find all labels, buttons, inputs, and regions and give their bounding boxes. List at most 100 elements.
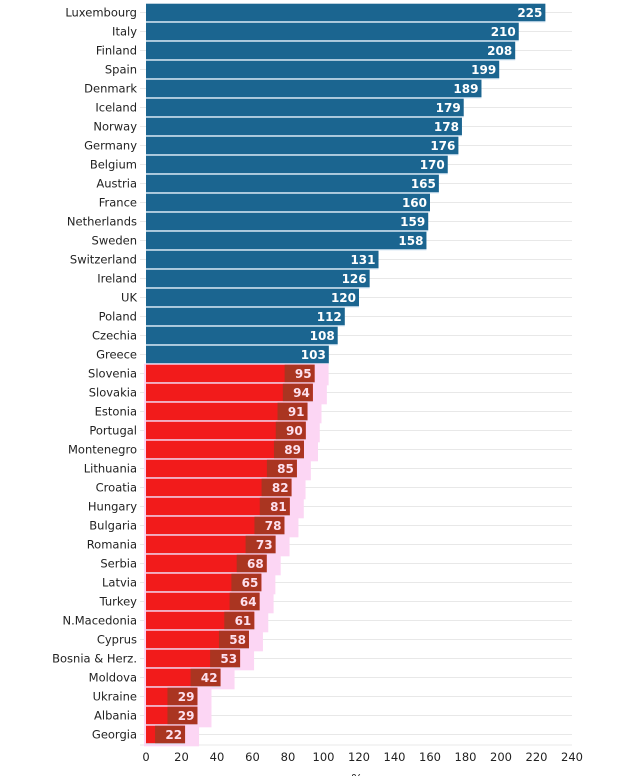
data-label: 178: [434, 120, 459, 134]
bar-label-bg: [261, 478, 292, 497]
category-label: Belgium: [90, 158, 137, 172]
bar-group: 95: [144, 363, 329, 386]
data-label: 90: [286, 424, 303, 438]
bar-group: 90: [144, 420, 320, 443]
category-label: Montenegro: [68, 443, 137, 457]
bar: [146, 554, 267, 573]
category-label: Croatia: [96, 481, 137, 495]
bar: [146, 440, 304, 459]
bar-group: 208: [146, 41, 516, 61]
category-label: Finland: [96, 44, 137, 58]
bar-group: 160: [146, 193, 430, 213]
bar: [146, 288, 359, 307]
category-label: N.Macedonia: [63, 614, 138, 628]
data-label: 42: [201, 671, 218, 685]
category-label: Latvia: [102, 576, 137, 590]
category-label: Ireland: [97, 272, 137, 286]
bar-group: 65: [144, 572, 276, 595]
category-label: Bulgaria: [89, 519, 137, 533]
bar-group: 64: [144, 591, 274, 614]
bar-group: 94: [144, 382, 327, 405]
bar-label-bg: [273, 440, 304, 459]
bar-group: 29: [144, 705, 212, 728]
bar: [146, 231, 427, 250]
bar: [146, 364, 315, 383]
bar-group: 170: [146, 155, 448, 175]
category-labels: Luxembourg Italy Finland Spain Denmark Icelan…: [52, 6, 137, 742]
bar-label-bg: [275, 421, 306, 440]
bar-group: 103: [146, 345, 329, 365]
bar: [146, 478, 292, 497]
bar-group: 165: [146, 174, 439, 194]
data-label: 189: [453, 82, 478, 96]
category-label: Italy: [112, 25, 137, 39]
category-label: Iceland: [95, 101, 137, 115]
bar: [146, 421, 306, 440]
category-label: Netherlands: [67, 215, 137, 229]
bar-group: 179: [146, 98, 464, 118]
bar: [146, 402, 308, 421]
data-label: 68: [247, 557, 264, 571]
data-label: 53: [220, 652, 237, 666]
bar: [146, 3, 546, 22]
data-label: 165: [411, 177, 436, 191]
category-label: Poland: [99, 310, 137, 324]
bar-group: 225: [146, 3, 546, 23]
bar-group: 61: [144, 610, 269, 633]
bar-group: 42: [144, 667, 235, 690]
x-tick-label: 120: [348, 750, 370, 764]
category-label: Romania: [87, 538, 137, 552]
bar-group: 131: [146, 250, 379, 270]
data-label: 29: [178, 709, 195, 723]
bar: [146, 497, 290, 516]
bar: [146, 41, 516, 60]
bar-group: 53: [144, 648, 255, 671]
data-label: 160: [402, 196, 427, 210]
bar: [146, 269, 370, 288]
bar-label-bg: [167, 687, 198, 706]
x-tick-label: 160: [419, 750, 441, 764]
bar-label-bg: [218, 630, 249, 649]
bar: [146, 516, 285, 535]
data-label: 199: [471, 63, 496, 77]
bar-label-bg: [245, 535, 276, 554]
x-tick-label: 180: [455, 750, 477, 764]
x-tick-label: 60: [245, 750, 260, 764]
data-label: 22: [165, 728, 182, 742]
bar-group: 82: [144, 477, 306, 500]
category-label: UK: [121, 291, 137, 305]
bar-group: 178: [146, 117, 462, 137]
category-label: Switzerland: [70, 253, 137, 267]
bar: [146, 459, 297, 478]
bar-group: 159: [146, 212, 429, 232]
data-label: 78: [265, 519, 282, 533]
data-label: 89: [284, 443, 301, 457]
category-label: Austria: [96, 177, 137, 191]
x-axis-ticks: 0 20 40 60 80 100 120 140 160 180 200 220 240: [142, 750, 583, 764]
bar: [146, 193, 430, 212]
bar-group: 22: [144, 724, 200, 747]
data-label: 210: [491, 25, 516, 39]
bar: [146, 79, 482, 98]
data-label: 170: [420, 158, 445, 172]
category-label: France: [99, 196, 137, 210]
bar-label-bg: [167, 706, 198, 725]
data-label: 208: [487, 44, 512, 58]
bar: [146, 307, 345, 326]
data-label: 131: [350, 253, 375, 267]
bar-group: 91: [144, 401, 322, 424]
bar: [146, 345, 329, 364]
x-tick-label: 140: [384, 750, 406, 764]
data-label: 29: [178, 690, 195, 704]
bar: [146, 98, 464, 117]
bar: [146, 60, 500, 79]
bar-label-bg: [210, 649, 241, 668]
data-label: 82: [272, 481, 289, 495]
bar: [146, 383, 313, 402]
data-label: 179: [436, 101, 461, 115]
bar-group: 108: [146, 326, 338, 346]
data-label: 61: [235, 614, 252, 628]
data-label: 65: [242, 576, 259, 590]
data-label: 120: [331, 291, 356, 305]
bar: [146, 250, 379, 269]
